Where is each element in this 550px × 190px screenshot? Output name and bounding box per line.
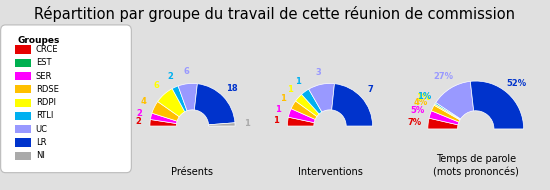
Text: RDPI: RDPI (36, 98, 56, 107)
Wedge shape (150, 113, 177, 124)
Wedge shape (434, 104, 460, 120)
Text: 4%: 4% (414, 98, 428, 107)
Text: LR: LR (36, 138, 46, 147)
Bar (15, 59, 31, 67)
Text: 2: 2 (136, 109, 142, 118)
Wedge shape (158, 89, 185, 117)
Wedge shape (291, 101, 317, 120)
Wedge shape (435, 103, 460, 120)
Text: Groupes: Groupes (18, 36, 60, 45)
Wedge shape (295, 94, 319, 116)
Text: 18: 18 (226, 84, 238, 93)
Text: 1: 1 (287, 85, 293, 94)
Wedge shape (470, 81, 524, 129)
Text: 5%: 5% (410, 106, 425, 115)
Text: UC: UC (36, 125, 48, 134)
Text: Répartition par groupe du travail de cette réunion de commission: Répartition par groupe du travail de cet… (35, 6, 515, 22)
Bar (15, 125, 31, 133)
Wedge shape (288, 109, 315, 123)
Text: 6: 6 (153, 81, 159, 90)
Text: 1: 1 (280, 94, 286, 103)
Text: 7: 7 (367, 85, 373, 94)
Wedge shape (178, 83, 197, 111)
Text: 4: 4 (141, 97, 147, 106)
Text: 1: 1 (244, 120, 250, 128)
Bar (15, 152, 31, 160)
Wedge shape (428, 118, 458, 129)
Text: SER: SER (36, 72, 52, 81)
Text: CRCE: CRCE (36, 45, 58, 54)
Bar (15, 45, 31, 54)
Text: 1: 1 (275, 105, 281, 114)
FancyBboxPatch shape (1, 25, 131, 173)
Wedge shape (208, 123, 235, 126)
Wedge shape (288, 117, 314, 126)
Wedge shape (436, 81, 474, 119)
Wedge shape (194, 84, 235, 125)
Wedge shape (309, 83, 334, 112)
Text: 27%: 27% (433, 72, 454, 81)
Text: 3: 3 (316, 68, 322, 77)
Wedge shape (429, 111, 459, 125)
Text: Interventions: Interventions (298, 167, 362, 177)
Bar (15, 138, 31, 146)
Text: EST: EST (36, 58, 51, 67)
Text: 2: 2 (135, 117, 141, 126)
Text: 7%: 7% (408, 117, 422, 127)
Text: 6: 6 (183, 67, 189, 76)
Text: 1%: 1% (417, 92, 431, 101)
Bar (15, 99, 31, 107)
Text: 2: 2 (167, 72, 173, 81)
Text: Présents: Présents (172, 167, 213, 177)
Text: 1: 1 (273, 116, 279, 125)
Bar (15, 72, 31, 80)
Bar (15, 85, 31, 93)
Wedge shape (431, 105, 460, 122)
Text: 1: 1 (295, 78, 301, 86)
Wedge shape (152, 101, 179, 121)
Text: RDSE: RDSE (36, 85, 59, 94)
Text: NI: NI (36, 151, 45, 160)
Wedge shape (301, 89, 322, 114)
Bar (15, 112, 31, 120)
Text: 52%: 52% (507, 79, 527, 88)
Text: Temps de parole
(mots prononcés): Temps de parole (mots prononcés) (433, 154, 519, 177)
Wedge shape (172, 86, 187, 112)
Wedge shape (150, 120, 177, 126)
Text: RTLI: RTLI (36, 111, 53, 120)
Wedge shape (332, 84, 372, 126)
Text: 1%: 1% (416, 93, 430, 102)
